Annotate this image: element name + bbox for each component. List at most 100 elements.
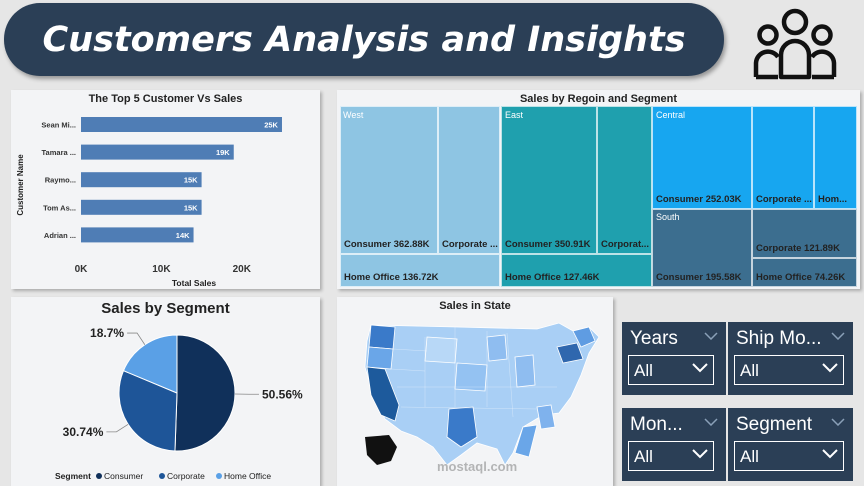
treemap-central-consumer[interactable]: Consumer 252.03K <box>652 106 752 209</box>
segment-pie-chart: 50.56% 30.74% 18.7% Segment Consumer Corporat… <box>55 326 303 481</box>
bar-value-label: 25K <box>264 121 278 130</box>
chevron-down-icon[interactable] <box>831 418 845 426</box>
chevron-down-icon[interactable] <box>822 449 838 459</box>
pie-slice[interactable] <box>118 369 178 452</box>
slicer-segment-value: All <box>740 447 759 466</box>
segment-pie-title: Sales by Segment <box>101 300 230 317</box>
slicer-ship-mode-dropdown[interactable]: All <box>734 355 844 385</box>
bar-rect[interactable] <box>81 172 202 188</box>
slicer-segment[interactable]: Segment All <box>728 408 853 481</box>
title-banner: Customers Analysis and Insights <box>4 3 724 76</box>
pie-legend-label[interactable]: Home Office <box>224 471 271 481</box>
treemap-south-home-office[interactable]: Home Office 74.26K <box>752 258 857 287</box>
slicer-ship-mode-value: All <box>740 361 759 380</box>
treemap-east-consumer-label: Consumer 350.91K <box>505 239 591 250</box>
treemap-south-consumer-label: Consumer 195.58K <box>656 272 742 283</box>
bar-value-label: 19K <box>216 148 230 157</box>
pie-legend-marker <box>159 473 165 479</box>
slicer-segment-title: Segment <box>736 414 813 435</box>
treemap-group-south: South <box>656 212 680 222</box>
treemap-title: Sales by Regoin and Segment <box>519 93 678 105</box>
treemap-west-consumer[interactable]: Consumer 362.88K <box>340 106 438 254</box>
state-map-title: Sales in State <box>439 300 511 312</box>
treemap-chart: Consumer 362.88K Corporate ... Home Office… <box>340 106 857 287</box>
treemap-west-corporate[interactable]: Corporate ... <box>438 106 500 254</box>
slicer-month-title: Mon... <box>630 414 683 435</box>
bar-rect[interactable] <box>81 199 202 215</box>
pie-legend-title: Segment <box>55 471 91 481</box>
treemap-east-corporate-label: Corporat... <box>601 239 650 250</box>
bar-x-tick: 20K <box>233 264 252 275</box>
bar-category-label: Tamara ... <box>42 148 76 157</box>
pie-legend-marker <box>96 473 102 479</box>
bar-category-label: Raymo... <box>45 176 76 185</box>
pie-slice[interactable] <box>174 334 236 452</box>
treemap-central-home-office[interactable]: Hom... <box>814 106 857 209</box>
bar-category-label: Adrian ... <box>44 231 76 240</box>
slicer-years[interactable]: Years All <box>622 322 726 395</box>
bar-category-label: Sean Mi... <box>41 121 76 130</box>
slicer-years-value: All <box>634 361 653 380</box>
treemap-card: Sales by Regoin and Segment Consumer 362… <box>337 90 860 289</box>
page-title: Customers Analysis and Insights <box>42 19 686 60</box>
treemap-east-corporate[interactable]: Corporat... <box>597 106 652 254</box>
us-state-map[interactable] <box>337 297 613 486</box>
pie-leader-line <box>127 332 146 345</box>
bar-x-tick: 10K <box>152 264 171 275</box>
treemap-west-home-office-label: Home Office 136.72K <box>344 272 439 283</box>
segment-pie-card: Sales by Segment 50.56% 30.74% 18.7% Segmen… <box>11 297 320 486</box>
watermark-text: mostaql.com <box>437 459 518 474</box>
slicer-month-value: All <box>634 447 653 466</box>
pie-slice[interactable] <box>122 334 178 394</box>
bar-y-axis-label: Customer Name <box>16 154 25 216</box>
treemap-south-consumer[interactable]: Consumer 195.58K <box>652 209 752 287</box>
state-map-card: Sales in State mostaql.com <box>337 297 613 486</box>
bar-x-axis-label: Total Sales <box>172 278 217 288</box>
treemap-central-home-office-label: Hom... <box>818 194 848 205</box>
slicer-ship-mode-title: Ship Mo... <box>736 328 822 349</box>
treemap-central-corporate-label: Corporate ... <box>756 194 812 205</box>
bar-value-label: 14K <box>176 231 190 240</box>
slicer-segment-dropdown[interactable]: All <box>734 441 844 471</box>
bar-x-tick: 0K <box>75 264 89 275</box>
treemap-central-corporate[interactable]: Corporate ... <box>752 106 814 209</box>
bar-rect[interactable] <box>81 227 194 243</box>
chevron-down-icon[interactable] <box>831 332 845 340</box>
treemap-east-home-office-label: Home Office 127.46K <box>505 272 600 283</box>
chevron-down-icon[interactable] <box>704 332 718 340</box>
pie-value-label: 50.56% <box>262 387 303 401</box>
chevron-down-icon[interactable] <box>692 363 708 373</box>
top-customers-card: The Top 5 Customer Vs Sales Customer Nam… <box>11 90 320 289</box>
treemap-west-consumer-label: Consumer 362.88K <box>344 239 430 250</box>
bar-rect[interactable] <box>81 144 234 160</box>
chevron-down-icon[interactable] <box>692 449 708 459</box>
treemap-group-east: East <box>505 110 524 120</box>
slicer-month[interactable]: Mon... All <box>622 408 726 481</box>
treemap-south-home-office-label: Home Office 74.26K <box>756 272 846 283</box>
treemap-south-corporate[interactable]: Corporate 121.89K <box>752 209 857 258</box>
bar-category-label: Tom As... <box>43 203 76 212</box>
treemap-east-home-office[interactable]: Home Office 127.46K <box>501 254 652 287</box>
bar-value-label: 15K <box>184 176 198 185</box>
treemap-east-consumer[interactable]: Consumer 350.91K <box>501 106 597 254</box>
slicer-month-dropdown[interactable]: All <box>628 441 714 471</box>
chevron-down-icon[interactable] <box>704 418 718 426</box>
users-icon <box>753 8 837 80</box>
slicer-years-dropdown[interactable]: All <box>628 355 714 385</box>
treemap-group-central: Central <box>656 110 686 120</box>
treemap-south-corporate-label: Corporate 121.89K <box>756 243 840 254</box>
pie-legend-label[interactable]: Corporate <box>167 471 205 481</box>
treemap-west-home-office[interactable]: Home Office 136.72K <box>340 254 500 287</box>
bar-rect[interactable] <box>81 117 282 132</box>
treemap-central-consumer-label: Consumer 252.03K <box>656 194 742 205</box>
top-customers-chart: Customer Name Sean Mi... 25K Tamara ... 19K R… <box>16 117 282 288</box>
pie-legend-label[interactable]: Consumer <box>104 471 143 481</box>
pie-leader-line <box>106 423 129 433</box>
chevron-down-icon[interactable] <box>822 363 838 373</box>
pie-legend-marker <box>216 473 222 479</box>
top-customers-title: The Top 5 Customer Vs Sales <box>88 93 243 105</box>
pie-value-label: 30.74% <box>63 425 104 439</box>
bar-value-label: 15K <box>184 203 198 212</box>
treemap-west-corporate-label: Corporate ... <box>442 239 498 250</box>
slicer-ship-mode[interactable]: Ship Mo... All <box>728 322 853 395</box>
